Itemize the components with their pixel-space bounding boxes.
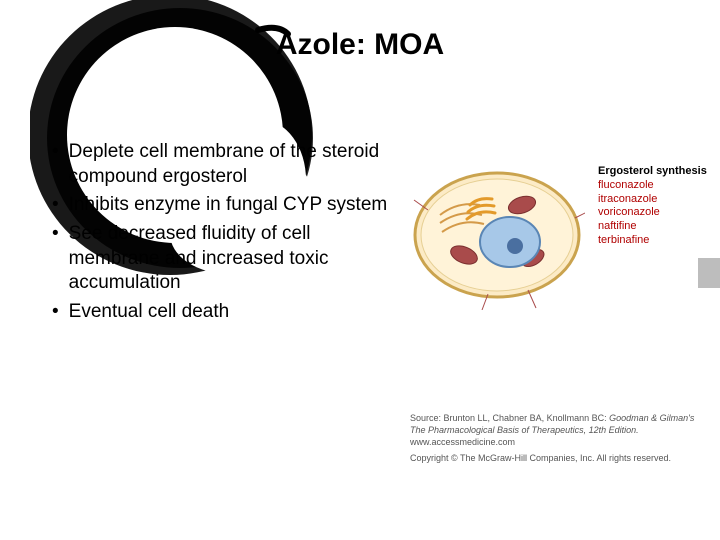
bullet-item: Deplete cell membrane of the steroid com… [52, 140, 392, 189]
image-crop-edge [698, 258, 720, 288]
cell-label-block: Ergosterol synthesis fluconazole itracon… [598, 165, 707, 248]
citation-line: Copyright © The McGraw-Hill Companies, I… [410, 452, 700, 464]
citation-line: Source: Brunton LL, Chabner BA, Knollman… [410, 412, 700, 448]
bullet-item: Eventual cell death [52, 300, 392, 325]
slide-title: Azole: MOA [0, 28, 720, 62]
bullet-text: Eventual cell death [69, 300, 230, 325]
drug-name: itraconazole [598, 193, 707, 207]
bullet-text: Inhibits enzyme in fungal CYP system [69, 193, 388, 218]
bullet-text: See decreased fluidity of cell membrane … [69, 222, 392, 296]
drug-name: voriconazole [598, 206, 707, 220]
citation-text: www.accessmedicine.com [410, 436, 700, 448]
citation-text: Source: Brunton LL, Chabner BA, Knollman… [410, 413, 609, 423]
drug-name: terbinafine [598, 234, 707, 248]
bullet-item: Inhibits enzyme in fungal CYP system [52, 193, 392, 218]
drug-name: naftifine [598, 220, 707, 234]
bullet-item: See decreased fluidity of cell membrane … [52, 222, 392, 296]
cell-label-heading: Ergosterol synthesis [598, 165, 707, 179]
bullet-text: Deplete cell membrane of the steroid com… [69, 140, 392, 189]
citation-block: Source: Brunton LL, Chabner BA, Knollman… [410, 412, 700, 469]
cell-diagram [410, 160, 585, 310]
slide: Azole: MOA Deplete cell membrane of the … [0, 0, 720, 540]
drug-name: fluconazole [598, 179, 707, 193]
bullet-list: Deplete cell membrane of the steroid com… [52, 140, 392, 329]
